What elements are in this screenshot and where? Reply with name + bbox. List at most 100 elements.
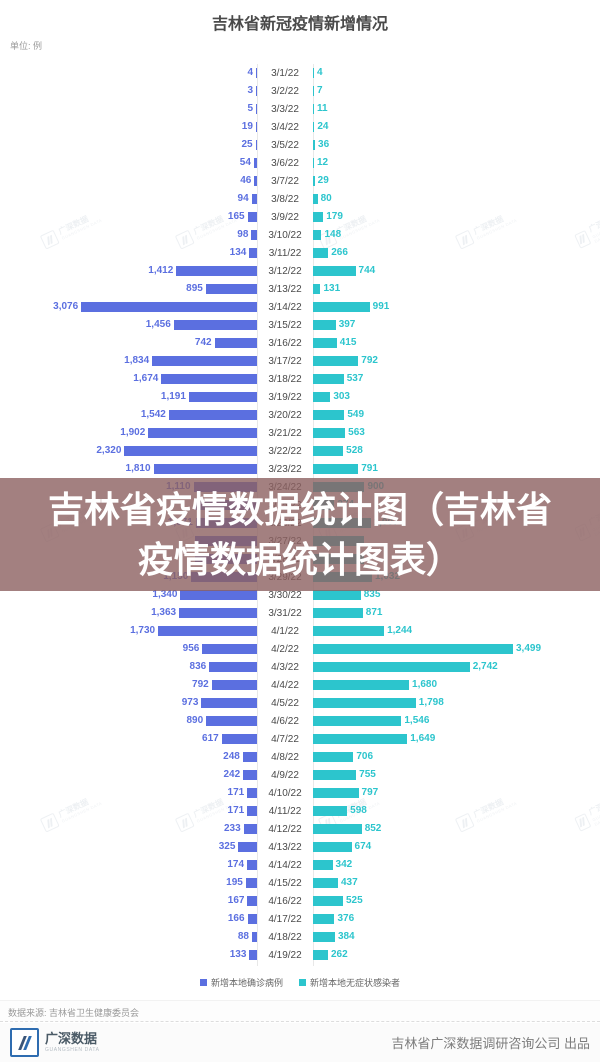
date-label: 4/1/22 [271,625,299,637]
asymptomatic-bar [313,644,513,654]
chart-row: 792 4/4/22 1,680 [0,676,600,694]
footer-credit: 吉林省广深数据调研咨询公司 出品 [391,1036,590,1051]
chart-row: 836 4/3/22 2,742 [0,658,600,676]
confirmed-bar [249,950,257,960]
asymptomatic-value-label: 4 [317,67,323,78]
date-label: 3/8/22 [271,193,299,205]
confirmed-value-label: 1,456 [145,319,171,330]
chart-row: 242 4/9/22 755 [0,766,600,784]
confirmed-swatch-icon [199,979,207,986]
asymptomatic-value-label: 1,649 [410,733,436,744]
date-label: 4/7/22 [271,733,299,745]
footer-bar: 广深数据 GUANGSHEN DATA 吉林省广深数据调研咨询公司 出品 [0,1023,600,1062]
chart-row: 134 3/11/22 266 [0,244,600,262]
chart-row: 25 3/5/22 36 [0,136,600,154]
date-label: 3/13/22 [268,283,302,295]
date-label: 4/5/22 [271,697,299,709]
chart-row: 1,191 3/19/22 303 [0,388,600,406]
date-label: 4/19/22 [268,949,302,961]
asymptomatic-bar [313,392,331,402]
confirmed-value-label: 1,542 [140,409,166,420]
unit-label: 单位: 例 [10,41,43,51]
chart-row: 895 3/13/22 131 [0,280,600,298]
confirmed-value-label: 242 [223,769,241,780]
confirmed-value-label: 5 [247,103,253,114]
confirmed-value-label: 2,320 [96,445,122,456]
chart-row: 171 4/11/22 598 [0,802,600,820]
confirmed-bar [243,824,257,834]
confirmed-bar [173,320,257,330]
asymptomatic-value-label: 563 [348,427,365,438]
asymptomatic-value-label: 36 [318,139,330,150]
confirmed-bar [247,860,257,870]
confirmed-value-label: 1,834 [124,355,150,366]
date-label: 4/3/22 [271,661,299,673]
publisher-logo: 广深数据 GUANGSHEN DATA [10,1028,100,1057]
date-label: 4/12/22 [268,823,302,835]
asymptomatic-bar [313,320,336,330]
confirmed-bar [202,644,257,654]
asymptomatic-bar [313,896,343,906]
asymptomatic-bar [313,716,402,726]
chart-row: 1,456 3/15/22 397 [0,316,600,334]
asymptomatic-value-label: 852 [364,823,382,834]
asymptomatic-bar [313,248,329,258]
confirmed-bar [251,194,257,204]
asymptomatic-value-label: 706 [356,751,374,762]
asymptomatic-bar [313,374,344,384]
logo-name: 广深数据 [45,1031,98,1047]
asymptomatic-bar [313,194,318,204]
confirmed-value-label: 248 [223,751,240,762]
confirmed-value-label: 3,076 [53,301,79,312]
asymptomatic-value-label: 3,499 [516,643,542,654]
confirmed-value-label: 233 [224,823,241,834]
date-label: 4/16/22 [268,895,302,907]
confirmed-value-label: 1,902 [120,427,146,438]
confirmed-value-label: 94 [237,193,249,204]
confirmed-value-label: 1,674 [133,373,159,384]
asymptomatic-bar [313,446,344,456]
chart-row: 325 4/13/22 674 [0,838,600,856]
date-label: 3/5/22 [271,139,299,151]
chart-row: 1,810 3/23/22 791 [0,460,600,478]
legend-item-asymptomatic: 新增本地无症状感染者 [299,976,400,989]
asymptomatic-value-label: 397 [338,319,356,330]
legend-label-confirmed: 新增本地确诊病例 [210,978,283,988]
asymptomatic-bar [313,158,314,168]
confirmed-bar [211,680,257,690]
confirmed-bar [255,140,257,150]
asymptomatic-value-label: 1,680 [412,679,438,690]
confirmed-bar [161,374,257,384]
confirmed-value-label: 895 [186,283,203,294]
confirmed-value-label: 1,730 [130,625,156,636]
confirmed-bar [188,392,257,402]
chart-row: 167 4/16/22 525 [0,892,600,910]
confirmed-bar [255,122,257,132]
asymptomatic-value-label: 1,798 [418,697,444,708]
confirmed-value-label: 46 [240,175,252,186]
confirmed-value-label: 890 [186,715,204,726]
asymptomatic-value-label: 7 [317,85,323,96]
confirmed-value-label: 134 [229,247,247,258]
asymptomatic-bar [313,950,328,960]
confirmed-value-label: 1,340 [152,589,178,600]
confirmed-value-label: 742 [194,337,212,348]
date-label: 3/1/22 [271,67,299,79]
confirmed-value-label: 325 [218,841,236,852]
asymptomatic-bar [313,878,338,888]
date-label: 4/2/22 [271,643,299,655]
asymptomatic-bar [313,140,316,150]
legend-label-asymptomatic: 新增本地无症状感染者 [310,978,401,988]
asymptomatic-value-label: 11 [317,103,328,114]
date-label: 3/11/22 [268,247,302,259]
date-label: 4/18/22 [268,931,302,943]
date-label: 3/30/22 [268,589,302,601]
chart-row: 166 4/17/22 376 [0,910,600,928]
confirmed-bar [148,428,257,438]
date-label: 4/17/22 [268,913,302,925]
asymptomatic-value-label: 262 [330,949,348,960]
confirmed-value-label: 88 [237,931,249,942]
asymptomatic-value-label: 384 [337,931,355,942]
asymptomatic-value-label: 131 [323,283,341,294]
asymptomatic-bar [313,104,314,114]
